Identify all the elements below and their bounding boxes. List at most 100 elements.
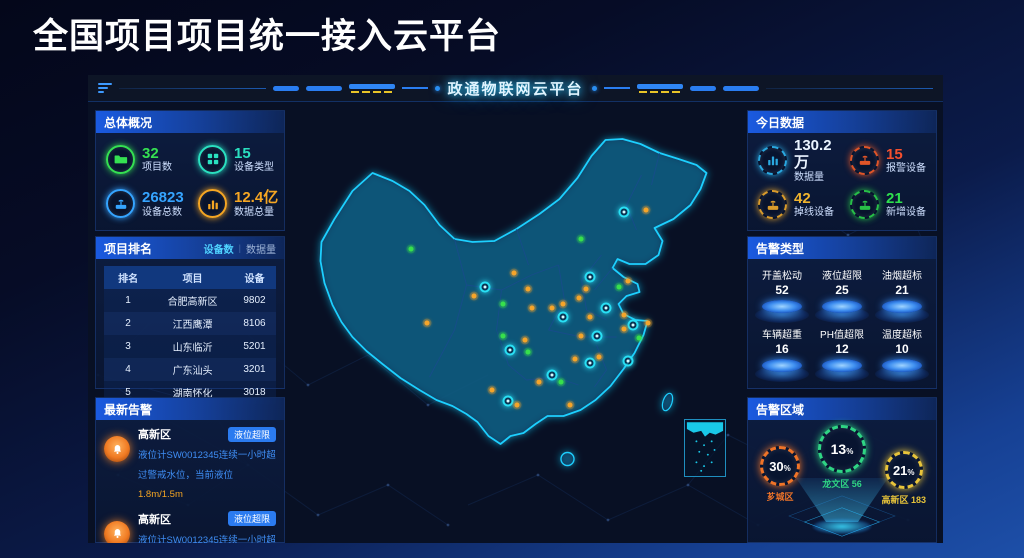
pedestal-icon: [875, 358, 929, 382]
panel-alarm-types-title: 告警类型: [756, 241, 805, 256]
alert-region: 高新区: [138, 513, 171, 526]
ranking-tab-设备数[interactable]: 设备数: [203, 244, 234, 256]
project-marker-icon[interactable]: [557, 311, 569, 323]
alarm-point-icon[interactable]: [471, 293, 477, 299]
normal-point-icon[interactable]: [578, 236, 584, 242]
gauge-ring: 13%: [818, 425, 866, 473]
alarm-point-icon[interactable]: [536, 379, 542, 385]
alarm-point-icon[interactable]: [578, 333, 584, 338]
stat-item-报警设备: 15 报警设备: [842, 137, 934, 183]
gauge-ring: 21%: [884, 451, 923, 489]
project-marker-icon[interactable]: [584, 357, 596, 369]
panel-alarm-regions: 告警区域 30% 芗城区 13% 龙文区 56 21% 高新区 183: [747, 397, 937, 543]
gauge-label: 芗城区: [766, 492, 794, 502]
stat-item-数据总量: 12.4亿 数据总量: [190, 182, 282, 227]
alarm-point-icon[interactable]: [529, 305, 535, 311]
table-row: 2 江西鹰潭 8106: [104, 312, 276, 335]
project-marker-icon[interactable]: [479, 281, 491, 293]
alarm-point-icon[interactable]: [625, 278, 631, 284]
project-marker-icon[interactable]: [504, 344, 516, 356]
bar-chart-icon: [198, 189, 227, 219]
alarm-point-icon[interactable]: [522, 337, 528, 343]
table-cell: 5: [125, 387, 131, 398]
alarm-point-icon[interactable]: [645, 320, 651, 326]
project-marker-icon[interactable]: [502, 395, 514, 407]
alarm-point-icon[interactable]: [583, 286, 589, 292]
alarm-point-icon[interactable]: [511, 270, 517, 275]
project-marker-icon[interactable]: [591, 330, 603, 341]
alarm-type-value: 21: [895, 283, 909, 297]
alarm-point-icon[interactable]: [596, 354, 602, 359]
project-marker-icon[interactable]: [584, 271, 596, 283]
alarm-point-icon[interactable]: [567, 402, 573, 408]
alarm-type-开盖松动: 开盖松动 52: [752, 267, 812, 326]
alarm-type-value: 10: [895, 341, 909, 356]
tab-separator: |: [238, 243, 241, 253]
pedestal-icon: [815, 358, 869, 382]
alarm-point-icon[interactable]: [621, 326, 627, 332]
normal-point-icon[interactable]: [500, 301, 506, 307]
alarm-point-icon[interactable]: [424, 320, 430, 326]
alarm-point-icon[interactable]: [525, 286, 531, 292]
alarm-point-icon[interactable]: [549, 305, 555, 311]
normal-point-icon[interactable]: [636, 335, 642, 341]
device-icon: [850, 145, 879, 175]
header-decor-right: [591, 83, 934, 93]
alarm-type-油烟超标: 油烟超标 21: [872, 267, 932, 326]
alarm-point-icon[interactable]: [560, 301, 566, 307]
stat-label: 报警设备: [886, 162, 926, 174]
alarm-region-body: 30% 芗城区 13% 龙文区 56 21% 高新区 183: [748, 420, 936, 542]
alert-item: 高新区 液位超限液位计SW0012345连续一小时超过警戒水位，当前液位1.8m/…: [104, 511, 276, 543]
alarm-type-温度超标: 温度超标 10: [872, 326, 932, 385]
table-cell: 山东临沂: [172, 343, 213, 354]
alarm-type-value: 25: [835, 283, 849, 297]
normal-point-icon[interactable]: [500, 333, 506, 338]
normal-point-icon[interactable]: [408, 246, 414, 252]
stat-label: 设备总数: [142, 206, 182, 218]
alarm-point-icon[interactable]: [621, 312, 627, 317]
dashboard-header: 政通物联网云平台: [88, 75, 943, 102]
panel-ranking-title: 项目排名: [104, 241, 153, 256]
alert-list: 高新区 液位超限 液位计SW0012345连续一小时超过警戒水位，当前液位1.8m/…: [96, 420, 284, 543]
hologram-projector: [767, 478, 917, 540]
menu-icon[interactable]: [98, 83, 112, 93]
alarm-point-icon[interactable]: [514, 402, 519, 408]
project-marker-icon[interactable]: [622, 355, 634, 367]
alarm-point-icon[interactable]: [572, 356, 578, 362]
today-stats: 130.2万 数据量 15 报警设备 42 掉线设备 21 新增设备: [748, 133, 936, 230]
project-marker-icon[interactable]: [546, 369, 558, 381]
alert-item: 高新区 液位超限液位计SW0012345连续一小时超过警戒水位，当前液位1.8m/…: [104, 426, 276, 504]
stat-label: 新增设备: [886, 207, 926, 219]
gauge-percent: 30%: [769, 458, 791, 474]
alert-region: 高新区: [138, 429, 171, 441]
alarm-type-label: 液位超限: [822, 271, 862, 282]
panel-alarm-types: 告警类型 开盖松动 52 液位超限 25 油烟超标 21 车辆超重 16 PH值超限 12 温度超标…: [747, 236, 937, 389]
ranking-tab-数据量[interactable]: 数据量: [246, 244, 276, 256]
header-decor-left: [98, 83, 440, 93]
column-header-项目: 项目: [182, 274, 203, 285]
alert-badge: 液位超限: [227, 511, 276, 527]
grid-icon: [198, 144, 227, 174]
stat-label: 掉线设备: [794, 207, 834, 219]
alarm-type-PH值超限: PH值超限 12: [812, 326, 872, 385]
normal-point-icon[interactable]: [616, 284, 622, 290]
panel-alerts-title: 最新告警: [104, 402, 153, 417]
project-marker-icon[interactable]: [627, 319, 639, 331]
normal-point-icon[interactable]: [525, 349, 531, 355]
region-gauge-龙文区: 13% 龙文区 56: [818, 425, 866, 490]
alarm-point-icon[interactable]: [587, 314, 593, 320]
alarm-point-icon[interactable]: [489, 387, 495, 393]
table-cell: 合肥高新区: [167, 297, 218, 308]
table-cell: 4: [125, 364, 131, 375]
project-marker-icon[interactable]: [618, 206, 630, 218]
stat-value: 26823: [142, 189, 184, 207]
panel-today: 今日数据 130.2万 数据量 15 报警设备 42 掉线设备 21 新增设备: [747, 110, 937, 231]
normal-point-icon[interactable]: [558, 379, 564, 385]
alarm-point-icon[interactable]: [576, 295, 582, 301]
stat-item-设备总数: 26823 设备总数: [98, 182, 190, 227]
project-marker-icon[interactable]: [600, 302, 612, 314]
alarm-point-icon[interactable]: [643, 207, 649, 212]
stat-value: 15: [886, 145, 903, 163]
panel-ranking: 项目排名 设备数 | 数据量 排名 项目 设备 1 合肥高新区 9802 2 江西鹰潭 8106 3 山…: [95, 236, 285, 404]
table-cell: 9802: [243, 295, 266, 306]
